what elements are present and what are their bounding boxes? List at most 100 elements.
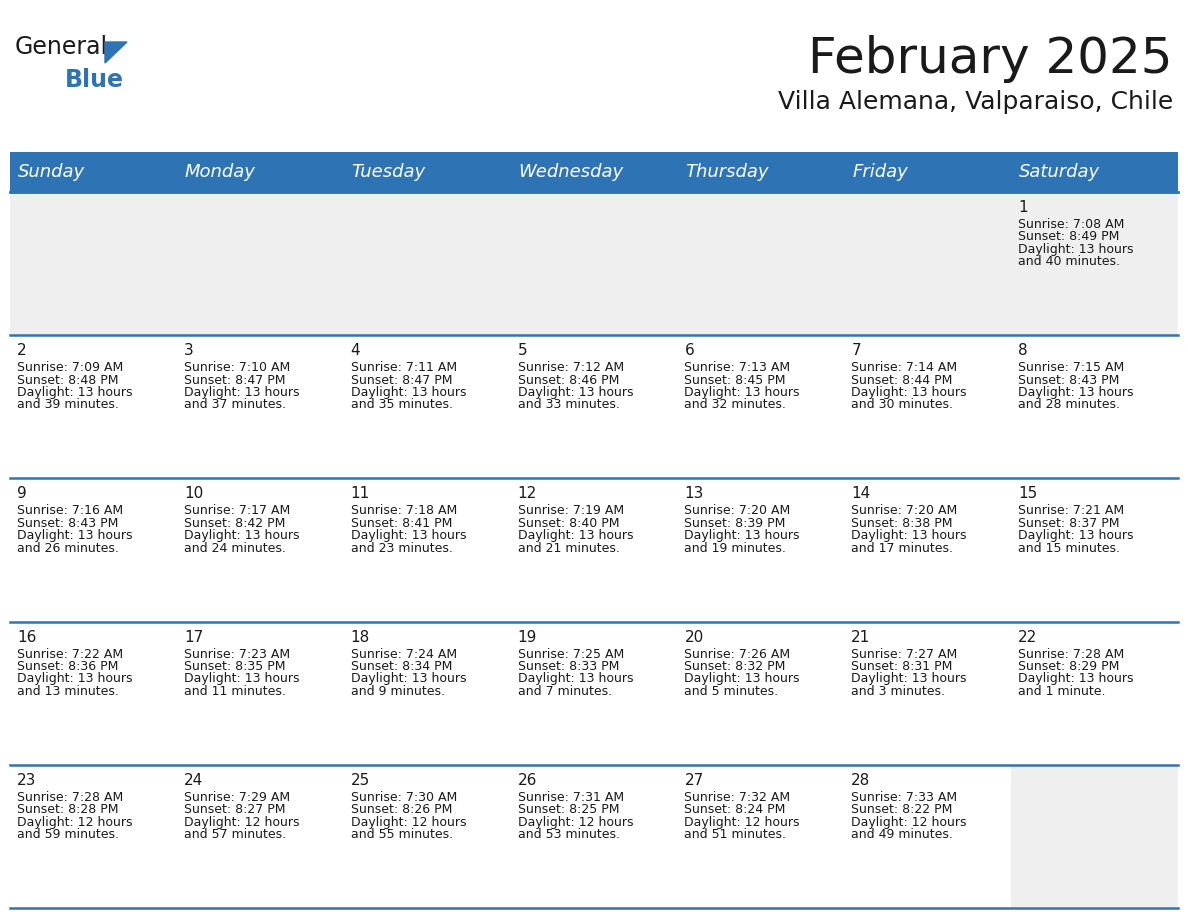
- Text: and 7 minutes.: and 7 minutes.: [518, 685, 612, 698]
- Text: Daylight: 13 hours: Daylight: 13 hours: [852, 673, 967, 686]
- Text: Daylight: 13 hours: Daylight: 13 hours: [350, 673, 466, 686]
- Text: and 23 minutes.: and 23 minutes.: [350, 542, 453, 554]
- Text: Daylight: 13 hours: Daylight: 13 hours: [184, 386, 299, 399]
- Bar: [177, 192, 343, 335]
- Text: Daylight: 13 hours: Daylight: 13 hours: [350, 530, 466, 543]
- Text: Sunset: 8:48 PM: Sunset: 8:48 PM: [17, 374, 119, 386]
- Text: and 37 minutes.: and 37 minutes.: [184, 398, 286, 411]
- Text: and 17 minutes.: and 17 minutes.: [852, 542, 953, 554]
- Text: Sunset: 8:45 PM: Sunset: 8:45 PM: [684, 374, 786, 386]
- Bar: [10, 335, 177, 478]
- Text: Sunrise: 7:28 AM: Sunrise: 7:28 AM: [1018, 647, 1124, 661]
- Text: and 57 minutes.: and 57 minutes.: [184, 828, 286, 841]
- Text: Daylight: 13 hours: Daylight: 13 hours: [852, 530, 967, 543]
- Text: Tuesday: Tuesday: [352, 163, 425, 181]
- Text: and 21 minutes.: and 21 minutes.: [518, 542, 619, 554]
- Text: Wednesday: Wednesday: [519, 163, 624, 181]
- Bar: [1011, 765, 1178, 908]
- Text: 4: 4: [350, 343, 360, 358]
- Text: 28: 28: [852, 773, 871, 788]
- Text: 27: 27: [684, 773, 703, 788]
- Text: Friday: Friday: [852, 163, 908, 181]
- Text: Sunrise: 7:31 AM: Sunrise: 7:31 AM: [518, 790, 624, 804]
- Text: and 55 minutes.: and 55 minutes.: [350, 828, 453, 841]
- Text: 6: 6: [684, 343, 694, 358]
- Bar: [1011, 152, 1178, 192]
- Bar: [10, 152, 177, 192]
- Text: Sunset: 8:32 PM: Sunset: 8:32 PM: [684, 660, 785, 673]
- Text: 22: 22: [1018, 630, 1037, 644]
- Text: Sunset: 8:29 PM: Sunset: 8:29 PM: [1018, 660, 1119, 673]
- Text: Sunset: 8:25 PM: Sunset: 8:25 PM: [518, 803, 619, 816]
- Bar: [845, 152, 1011, 192]
- Text: and 19 minutes.: and 19 minutes.: [684, 542, 786, 554]
- Text: Sunrise: 7:23 AM: Sunrise: 7:23 AM: [184, 647, 290, 661]
- Bar: [511, 765, 677, 908]
- Text: and 3 minutes.: and 3 minutes.: [852, 685, 946, 698]
- Bar: [10, 192, 177, 335]
- Bar: [177, 621, 343, 765]
- Text: and 40 minutes.: and 40 minutes.: [1018, 255, 1120, 268]
- Text: 9: 9: [17, 487, 27, 501]
- Text: and 15 minutes.: and 15 minutes.: [1018, 542, 1120, 554]
- Text: 21: 21: [852, 630, 871, 644]
- Text: 1: 1: [1018, 200, 1028, 215]
- Text: 5: 5: [518, 343, 527, 358]
- Text: 17: 17: [184, 630, 203, 644]
- Text: 10: 10: [184, 487, 203, 501]
- Text: Daylight: 13 hours: Daylight: 13 hours: [17, 386, 133, 399]
- Text: 15: 15: [1018, 487, 1037, 501]
- Text: Sunrise: 7:12 AM: Sunrise: 7:12 AM: [518, 361, 624, 375]
- Text: Daylight: 12 hours: Daylight: 12 hours: [184, 815, 299, 829]
- Text: 12: 12: [518, 487, 537, 501]
- Text: and 1 minute.: and 1 minute.: [1018, 685, 1106, 698]
- Text: Sunrise: 7:11 AM: Sunrise: 7:11 AM: [350, 361, 457, 375]
- Bar: [10, 765, 177, 908]
- Text: Daylight: 13 hours: Daylight: 13 hours: [17, 673, 133, 686]
- Text: Sunset: 8:40 PM: Sunset: 8:40 PM: [518, 517, 619, 530]
- Text: Sunrise: 7:13 AM: Sunrise: 7:13 AM: [684, 361, 790, 375]
- Text: Sunset: 8:41 PM: Sunset: 8:41 PM: [350, 517, 453, 530]
- Bar: [10, 478, 177, 621]
- Text: Blue: Blue: [65, 68, 124, 92]
- Bar: [1011, 621, 1178, 765]
- Bar: [177, 478, 343, 621]
- Text: Daylight: 13 hours: Daylight: 13 hours: [17, 530, 133, 543]
- Text: Sunset: 8:44 PM: Sunset: 8:44 PM: [852, 374, 953, 386]
- Text: and 9 minutes.: and 9 minutes.: [350, 685, 444, 698]
- Text: Sunrise: 7:15 AM: Sunrise: 7:15 AM: [1018, 361, 1124, 375]
- Bar: [177, 152, 343, 192]
- Text: Daylight: 12 hours: Daylight: 12 hours: [684, 815, 800, 829]
- Bar: [1011, 192, 1178, 335]
- Text: Sunset: 8:33 PM: Sunset: 8:33 PM: [518, 660, 619, 673]
- Text: 25: 25: [350, 773, 369, 788]
- Text: Sunrise: 7:30 AM: Sunrise: 7:30 AM: [350, 790, 457, 804]
- Bar: [1011, 335, 1178, 478]
- Text: Daylight: 12 hours: Daylight: 12 hours: [350, 815, 466, 829]
- Text: 23: 23: [17, 773, 37, 788]
- Text: Sunrise: 7:08 AM: Sunrise: 7:08 AM: [1018, 218, 1125, 231]
- Bar: [343, 765, 511, 908]
- Bar: [845, 192, 1011, 335]
- Text: Sunset: 8:37 PM: Sunset: 8:37 PM: [1018, 517, 1119, 530]
- Text: February 2025: February 2025: [809, 35, 1173, 83]
- Text: 8: 8: [1018, 343, 1028, 358]
- Text: Sunrise: 7:33 AM: Sunrise: 7:33 AM: [852, 790, 958, 804]
- Text: Sunrise: 7:22 AM: Sunrise: 7:22 AM: [17, 647, 124, 661]
- Bar: [511, 478, 677, 621]
- Text: Sunset: 8:39 PM: Sunset: 8:39 PM: [684, 517, 785, 530]
- Text: Sunset: 8:26 PM: Sunset: 8:26 PM: [350, 803, 453, 816]
- Bar: [177, 335, 343, 478]
- Text: and 26 minutes.: and 26 minutes.: [17, 542, 119, 554]
- Text: and 33 minutes.: and 33 minutes.: [518, 398, 619, 411]
- Text: Daylight: 13 hours: Daylight: 13 hours: [684, 386, 800, 399]
- Bar: [845, 765, 1011, 908]
- Text: 2: 2: [17, 343, 26, 358]
- Text: and 24 minutes.: and 24 minutes.: [184, 542, 286, 554]
- Text: Sunset: 8:27 PM: Sunset: 8:27 PM: [184, 803, 285, 816]
- Text: 13: 13: [684, 487, 703, 501]
- Bar: [511, 152, 677, 192]
- Text: Sunset: 8:31 PM: Sunset: 8:31 PM: [852, 660, 953, 673]
- Text: and 32 minutes.: and 32 minutes.: [684, 398, 786, 411]
- Text: Sunrise: 7:09 AM: Sunrise: 7:09 AM: [17, 361, 124, 375]
